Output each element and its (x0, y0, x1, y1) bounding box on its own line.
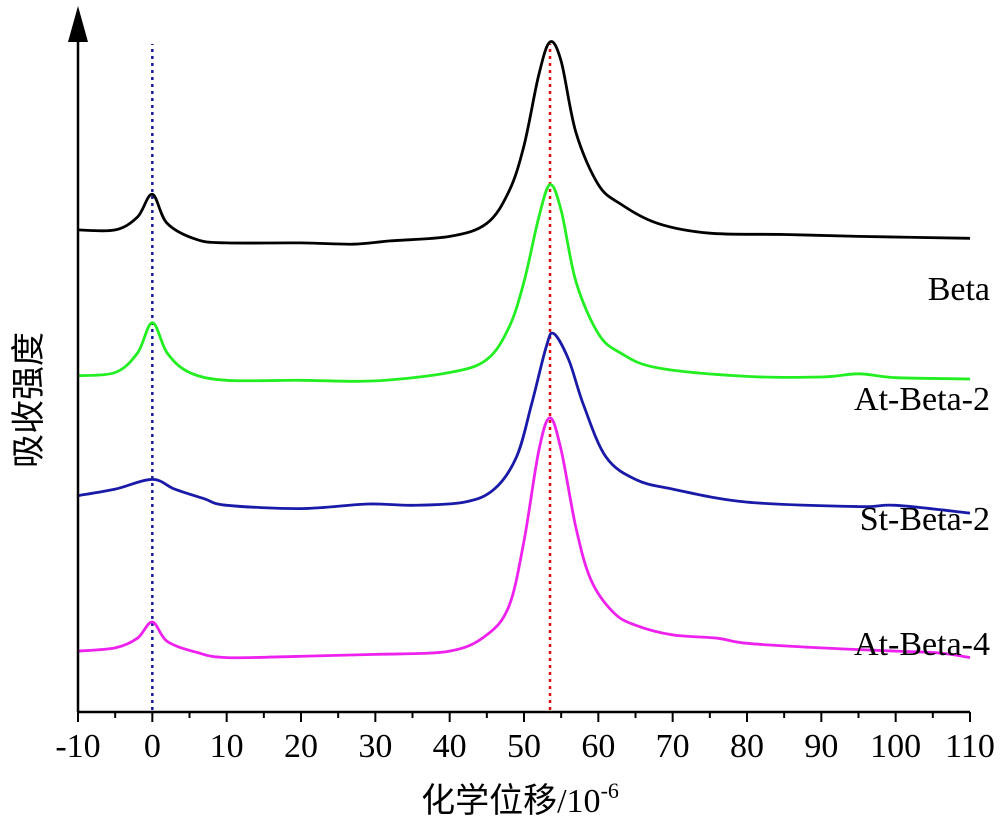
axes (68, 6, 970, 714)
y-axis-title: 吸收强度 (10, 332, 48, 468)
x-tick-label: 70 (656, 728, 690, 765)
x-axis-title: 化学位移/10-6 (421, 778, 619, 820)
x-tick-label: 40 (433, 728, 467, 765)
y-axis-arrow (68, 6, 88, 42)
x-tick-label: -10 (55, 728, 100, 765)
x-tick-label: 20 (284, 728, 318, 765)
series-line-beta (77, 40, 971, 246)
series-label: At-Beta-2 (854, 381, 990, 418)
x-axis-title-text: 化学位移/10 (421, 782, 600, 820)
x-axis-title-superscript: -6 (601, 778, 619, 803)
x-tick-label: 80 (730, 728, 764, 765)
x-tick-label: 90 (804, 728, 838, 765)
series-label: St-Beta-2 (860, 501, 990, 538)
x-tick-label: 30 (358, 728, 392, 765)
x-tick-label: 60 (581, 728, 615, 765)
series-labels: Beta At-Beta-2 St-Beta-2 At-Beta-4 (854, 271, 990, 663)
x-ticks: -10 0 10 20 30 40 50 60 70 80 90 100 110 (55, 712, 995, 765)
series-line-st-beta-2 (77, 331, 971, 515)
series-group (77, 40, 971, 660)
x-tick-label: 110 (945, 728, 995, 765)
reference-lines (151, 44, 552, 710)
series-label: Beta (928, 271, 990, 308)
x-tick-label: 100 (870, 728, 921, 765)
series-label: At-Beta-4 (854, 626, 990, 663)
x-tick-label: 50 (507, 728, 541, 765)
x-tick-label: 10 (210, 728, 244, 765)
series-line-at-beta-4 (77, 416, 971, 660)
x-tick-label: 0 (144, 728, 161, 765)
series-line-at-beta-2 (77, 183, 971, 383)
